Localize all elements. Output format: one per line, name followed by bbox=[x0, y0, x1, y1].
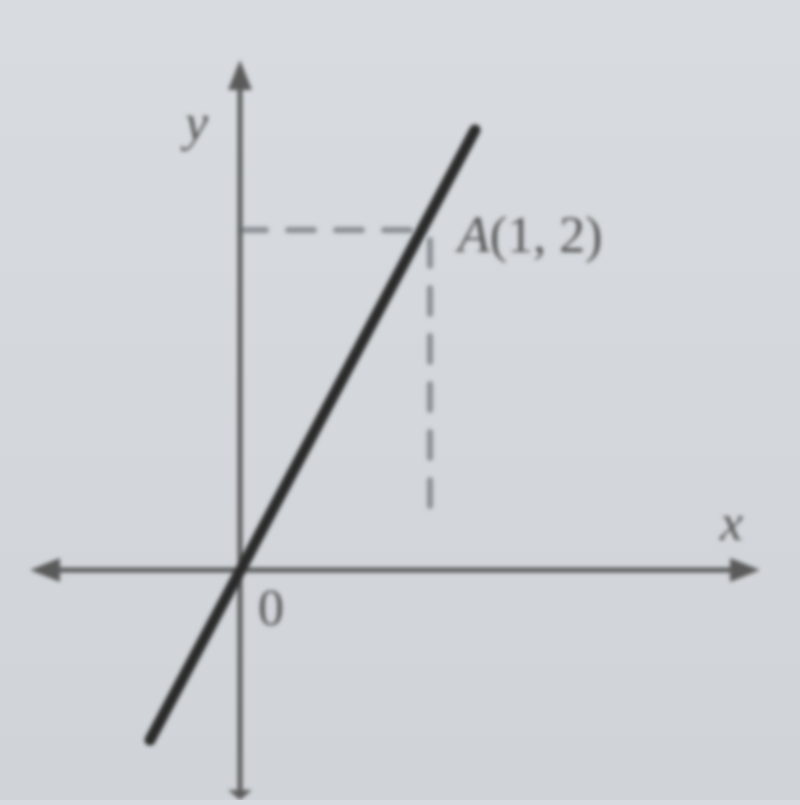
main-line bbox=[150, 130, 475, 740]
y-axis-arrow-down bbox=[228, 790, 252, 800]
point-a-label: A(1, 2) bbox=[455, 207, 602, 264]
line-chart: y x 0 A(1, 2) bbox=[0, 0, 800, 800]
point-a-letter: A bbox=[455, 207, 490, 264]
x-axis-arrow-left bbox=[30, 558, 60, 582]
y-axis-arrow-up bbox=[228, 60, 252, 90]
x-axis-arrow-right bbox=[730, 558, 760, 582]
point-a-coords: (1, 2) bbox=[490, 207, 603, 264]
x-axis-label: x bbox=[719, 495, 743, 552]
y-axis-label: y bbox=[180, 95, 209, 152]
origin-label: 0 bbox=[258, 580, 284, 637]
chart-svg: y x 0 A(1, 2) bbox=[0, 0, 800, 800]
